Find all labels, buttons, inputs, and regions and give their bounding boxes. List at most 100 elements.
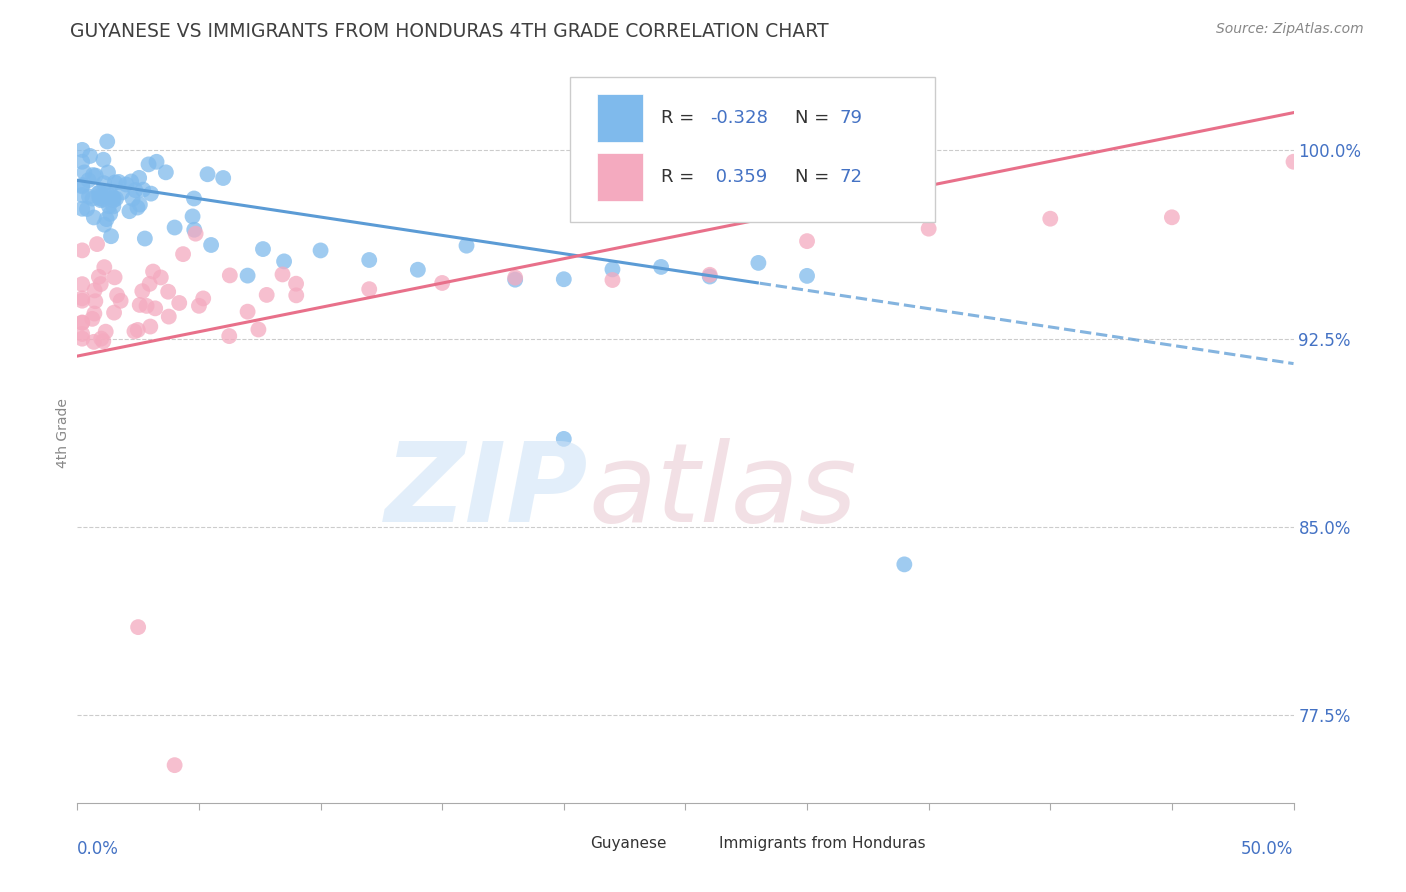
Point <box>212 171 235 186</box>
Point <box>183 192 205 206</box>
Point <box>893 558 915 572</box>
Text: -0.328: -0.328 <box>710 109 768 127</box>
Point <box>96 212 118 227</box>
Point <box>70 293 93 308</box>
Point <box>100 229 122 244</box>
Point <box>1039 211 1062 226</box>
Point <box>553 272 575 286</box>
Point <box>103 270 125 285</box>
Point <box>128 197 150 211</box>
Point <box>82 192 104 206</box>
Point <box>138 277 160 291</box>
Point <box>96 186 118 200</box>
Point <box>218 268 240 283</box>
Point <box>309 244 332 258</box>
Point <box>83 284 105 298</box>
Point <box>167 296 190 310</box>
Point <box>247 322 270 336</box>
Point <box>103 191 125 205</box>
Point <box>105 192 128 206</box>
Point <box>503 270 526 285</box>
Point <box>128 298 150 312</box>
Point <box>70 202 93 216</box>
Point <box>73 165 96 179</box>
Point <box>218 329 240 343</box>
Point <box>359 252 381 267</box>
Point <box>103 305 125 319</box>
Point <box>796 234 818 248</box>
Point <box>83 211 105 225</box>
Point <box>110 293 132 308</box>
Point <box>124 183 146 197</box>
Point <box>93 218 115 232</box>
Point <box>77 173 100 187</box>
Point <box>120 174 142 188</box>
Point <box>155 165 177 179</box>
Point <box>183 223 205 237</box>
Point <box>76 202 98 216</box>
Point <box>134 231 156 245</box>
Point <box>115 178 138 192</box>
Text: N =: N = <box>794 169 835 186</box>
Point <box>103 199 125 213</box>
Point <box>90 193 112 207</box>
Text: GUYANESE VS IMMIGRANTS FROM HONDURAS 4TH GRADE CORRELATION CHART: GUYANESE VS IMMIGRANTS FROM HONDURAS 4TH… <box>70 22 830 41</box>
Text: R =: R = <box>661 169 700 186</box>
Point <box>200 238 222 252</box>
Point <box>236 268 259 283</box>
Point <box>93 260 115 274</box>
Point <box>128 170 150 185</box>
Point <box>273 254 295 268</box>
Point <box>70 316 93 330</box>
Point <box>93 176 115 190</box>
Point <box>602 262 624 277</box>
Point <box>83 334 105 349</box>
Point <box>90 277 112 291</box>
Point <box>271 268 294 282</box>
Point <box>82 311 104 326</box>
FancyBboxPatch shape <box>569 78 935 221</box>
Point <box>1161 211 1184 225</box>
Text: ZIP: ZIP <box>385 438 588 545</box>
Point <box>143 301 166 316</box>
Point <box>430 276 453 290</box>
Point <box>650 260 672 274</box>
Point <box>77 189 100 203</box>
Point <box>406 262 429 277</box>
Bar <box>688 832 714 858</box>
Point <box>193 292 215 306</box>
Point <box>139 186 162 201</box>
Text: 79: 79 <box>839 109 863 127</box>
Point <box>699 268 721 282</box>
Point <box>94 188 117 202</box>
Point <box>1282 154 1305 169</box>
Point <box>602 273 624 287</box>
Point <box>70 326 93 341</box>
Point <box>285 288 308 302</box>
Point <box>747 256 769 270</box>
Point <box>83 307 105 321</box>
Point <box>121 192 143 206</box>
Bar <box>596 94 643 142</box>
Point <box>456 238 478 252</box>
Point <box>157 310 180 324</box>
Point <box>127 620 149 634</box>
Point <box>90 332 112 346</box>
Point <box>197 167 219 181</box>
Point <box>70 244 93 258</box>
Point <box>89 189 111 203</box>
Text: Immigrants from Honduras: Immigrants from Honduras <box>720 836 927 851</box>
Text: N =: N = <box>794 109 835 127</box>
Point <box>132 183 155 197</box>
Point <box>84 169 107 183</box>
Point <box>139 319 162 334</box>
Point <box>105 288 128 302</box>
Point <box>94 325 117 339</box>
Point <box>84 294 107 309</box>
Point <box>127 201 149 215</box>
Point <box>157 285 180 299</box>
Point <box>124 324 146 338</box>
Point <box>142 264 165 278</box>
Text: 50.0%: 50.0% <box>1241 840 1294 858</box>
Text: Source: ZipAtlas.com: Source: ZipAtlas.com <box>1216 22 1364 37</box>
